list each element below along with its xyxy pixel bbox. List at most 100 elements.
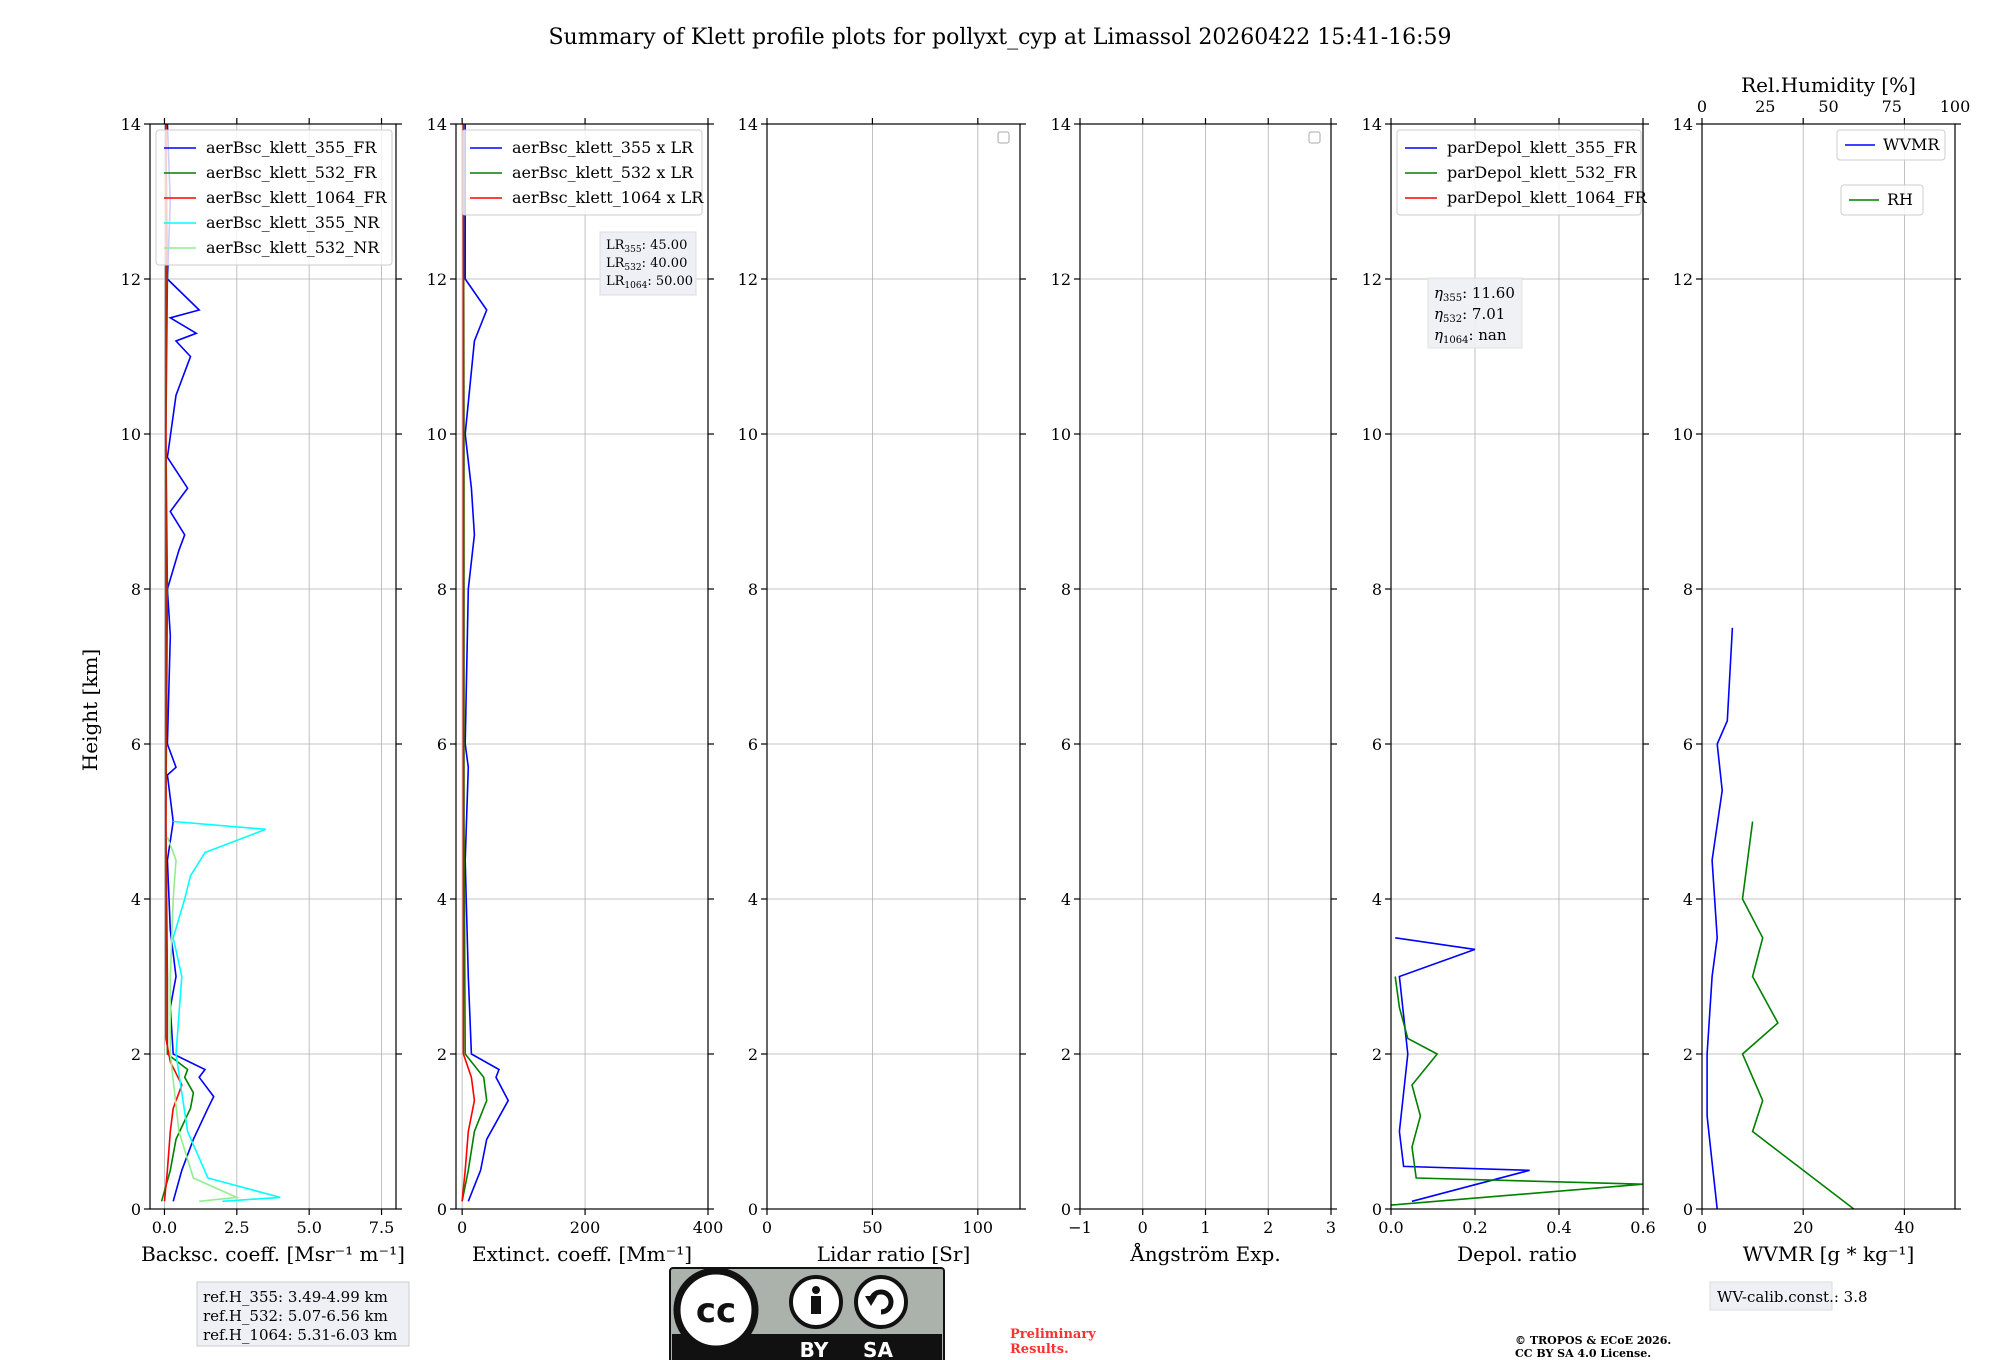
y-tick-label: 8 bbox=[1372, 580, 1382, 599]
y-tick-label: 0 bbox=[437, 1200, 447, 1219]
y-tick-label: 2 bbox=[1683, 1045, 1693, 1064]
x-tick-label: 0.0 bbox=[152, 1218, 177, 1237]
x-tick-label: 40 bbox=[1894, 1218, 1914, 1237]
x-axis-label: Backsc. coeff. [Msr⁻¹ m⁻¹] bbox=[141, 1242, 405, 1266]
license-by-label: BY bbox=[800, 1338, 829, 1360]
series-line-aerBsc_klett_355 x LR bbox=[464, 124, 510, 1202]
x-axis-label: Lidar ratio [Sr] bbox=[817, 1242, 971, 1266]
legend-label-rh: RH bbox=[1887, 190, 1913, 209]
preliminary-line-1: Preliminary bbox=[1010, 1327, 1096, 1342]
y-tick-label: 10 bbox=[427, 425, 447, 444]
y-tick-label: 2 bbox=[131, 1045, 141, 1064]
y-tick-label: 6 bbox=[748, 735, 758, 754]
ref-h-532: ref.H_532: 5.07-6.56 km bbox=[203, 1307, 388, 1325]
share-alike-icon bbox=[854, 1275, 908, 1329]
x-tick-label: 0.2 bbox=[1462, 1218, 1487, 1237]
y-tick-label: 8 bbox=[1683, 580, 1693, 599]
legend-label: aerBsc_klett_532_FR bbox=[206, 163, 377, 182]
x-tick-label: 3 bbox=[1326, 1218, 1336, 1237]
x-axis-label: WVMR [g * kg⁻¹] bbox=[1743, 1242, 1915, 1266]
top-x-tick-label: 100 bbox=[1940, 97, 1971, 116]
y-tick-label: 8 bbox=[437, 580, 447, 599]
y-tick-label: 8 bbox=[748, 580, 758, 599]
y-tick-label: 2 bbox=[437, 1045, 447, 1064]
y-tick-label: 0 bbox=[131, 1200, 141, 1219]
y-tick-label: 4 bbox=[1372, 890, 1382, 909]
axes-frame bbox=[455, 123, 709, 1210]
y-tick-label: 12 bbox=[738, 270, 758, 289]
y-tick-label: 4 bbox=[748, 890, 758, 909]
series-line-parDepol_klett_532_FR bbox=[1390, 976, 1644, 1206]
lr-355-text: LR355: 45.00 bbox=[606, 238, 687, 255]
y-tick-label: 8 bbox=[1061, 580, 1071, 599]
legend-label: aerBsc_klett_355 x LR bbox=[512, 138, 694, 157]
y-tick-label: 12 bbox=[121, 270, 141, 289]
preliminary-line-2: Results. bbox=[1010, 1342, 1069, 1357]
y-tick-label: 10 bbox=[1673, 425, 1693, 444]
y-tick-label: 6 bbox=[131, 735, 141, 754]
x-tick-label: 2 bbox=[1263, 1218, 1273, 1237]
panel-backscatter: 0 2 4 6 8 10 12 14 0.0 2.5 5.0 7.5 Backsc. coeff. [M… bbox=[121, 115, 405, 1266]
axes-frame bbox=[1390, 123, 1644, 1210]
axes-frame bbox=[149, 123, 397, 1210]
x-tick-label: 200 bbox=[570, 1218, 601, 1237]
cc-license-badge[interactable]: cc BY SA bbox=[669, 1267, 945, 1360]
y-tick-label: 4 bbox=[1683, 890, 1693, 909]
wv-calib-text: WV-calib.const.: 3.8 bbox=[1717, 1288, 1868, 1306]
y-tick-label: 10 bbox=[121, 425, 141, 444]
series-line-aerBsc_klett_532 x LR bbox=[461, 123, 488, 1202]
top-x-tick-label: 75 bbox=[1882, 97, 1902, 116]
y-tick-label: 0 bbox=[1683, 1200, 1693, 1219]
x-tick-label: 100 bbox=[963, 1218, 994, 1237]
lidar-ratio-box: LR355: 45.00 LR532: 40.00 LR1064: 50.00 bbox=[599, 231, 697, 296]
legend-label-wvmr: WVMR bbox=[1883, 135, 1940, 154]
y-tick-label: 14 bbox=[427, 115, 447, 134]
series-line-aerBsc_klett_1064_FR bbox=[163, 124, 183, 1202]
top-x-tick-label: 50 bbox=[1818, 97, 1838, 116]
eta-532-text: η532: 7.01 bbox=[1434, 305, 1505, 325]
legend-box bbox=[1396, 129, 1642, 216]
axes-frame bbox=[1701, 123, 1956, 1210]
y-tick-label: 10 bbox=[1362, 425, 1382, 444]
eta-1064-text: η1064: nan bbox=[1434, 326, 1507, 346]
y-tick-label: 12 bbox=[1362, 270, 1382, 289]
y-tick-label: 8 bbox=[131, 580, 141, 599]
empty-legend-box bbox=[1308, 131, 1321, 144]
legend-label: aerBsc_klett_1064 x LR bbox=[512, 188, 704, 207]
y-tick-label: 2 bbox=[748, 1045, 758, 1064]
series-line-WVMR bbox=[1706, 627, 1734, 1210]
x-tick-label: 7.5 bbox=[369, 1218, 394, 1237]
x-tick-label: 0 bbox=[1697, 1218, 1707, 1237]
series-line-aerBsc_klett_355_FR bbox=[166, 123, 215, 1202]
reference-height-box: ref.H_355: 3.49-4.99 km ref.H_532: 5.07-… bbox=[196, 1281, 410, 1347]
y-tick-label: 4 bbox=[1061, 890, 1071, 909]
wv-calib-box: WV-calib.const.: 3.8 bbox=[1709, 1281, 1868, 1311]
ref-h-355: ref.H_355: 3.49-4.99 km bbox=[203, 1288, 388, 1306]
svg-text:cc: cc bbox=[696, 1291, 736, 1331]
y-tick-label: 14 bbox=[1051, 115, 1071, 134]
series-line-parDepol_klett_355_FR bbox=[1395, 937, 1530, 1203]
x-tick-label: 0.0 bbox=[1378, 1218, 1403, 1237]
y-tick-label: 6 bbox=[437, 735, 447, 754]
copyright-line-2: CC BY SA 4.0 License. bbox=[1515, 1347, 1651, 1360]
x-tick-label: 0 bbox=[457, 1218, 467, 1237]
y-tick-label: 4 bbox=[437, 890, 447, 909]
legend-box bbox=[461, 129, 703, 216]
x-tick-label: 400 bbox=[693, 1218, 724, 1237]
axes-frame bbox=[766, 123, 1021, 1210]
legend-label: aerBsc_klett_532 x LR bbox=[512, 163, 694, 182]
x-tick-label: 0 bbox=[1138, 1218, 1148, 1237]
legend-label: aerBsc_klett_355_FR bbox=[206, 138, 377, 157]
x-axis-label: Depol. ratio bbox=[1457, 1242, 1577, 1266]
top-x-axis-label: Rel.Humidity [%] bbox=[1741, 73, 1916, 97]
y-tick-label: 14 bbox=[738, 115, 758, 134]
legend-label: parDepol_klett_355_FR bbox=[1447, 138, 1638, 157]
x-axis-label: Extinct. coeff. [Mm⁻¹] bbox=[472, 1242, 692, 1266]
copyright-line-1: © TROPOS & ECoE 2026. bbox=[1515, 1334, 1671, 1347]
y-tick-label: 6 bbox=[1061, 735, 1071, 754]
legend-box bbox=[155, 129, 393, 266]
panel-lidar_ratio: 0 2 4 6 8 10 12 14 0 50 100 Lidar ratio [Sr] bbox=[738, 115, 1026, 1266]
